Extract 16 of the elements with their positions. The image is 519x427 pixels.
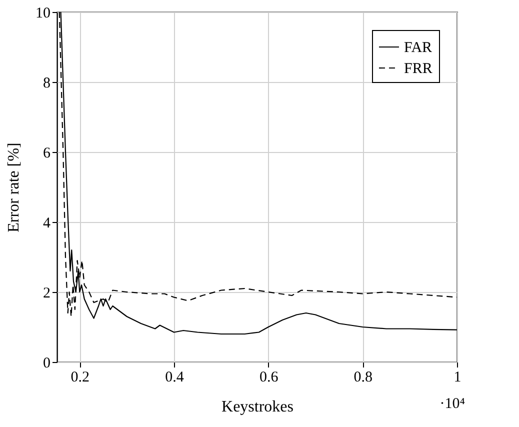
y-tick-label: 4 (43, 216, 51, 232)
text: ·10⁴ (440, 396, 465, 412)
y-tick-label: 8 (43, 76, 50, 92)
x-tick-label: 0.4 (165, 370, 184, 386)
legend-label: FRR (404, 61, 432, 77)
x-tick-label: 0.2 (70, 370, 90, 386)
x-tick-label: 0.6 (259, 370, 279, 386)
y-axis-title: Error rate [%] (6, 142, 22, 232)
x-tick-label: 1 (454, 370, 462, 386)
y-tick-label: 0 (43, 356, 50, 372)
y-tick-label: 6 (43, 146, 51, 162)
y-tick-label: 2 (43, 286, 50, 302)
legend-label: FAR (404, 40, 432, 56)
y-tick-label: 10 (36, 6, 50, 22)
x-tick-label: 0.8 (354, 370, 373, 386)
x-axis-title: Keystrokes (222, 398, 294, 416)
